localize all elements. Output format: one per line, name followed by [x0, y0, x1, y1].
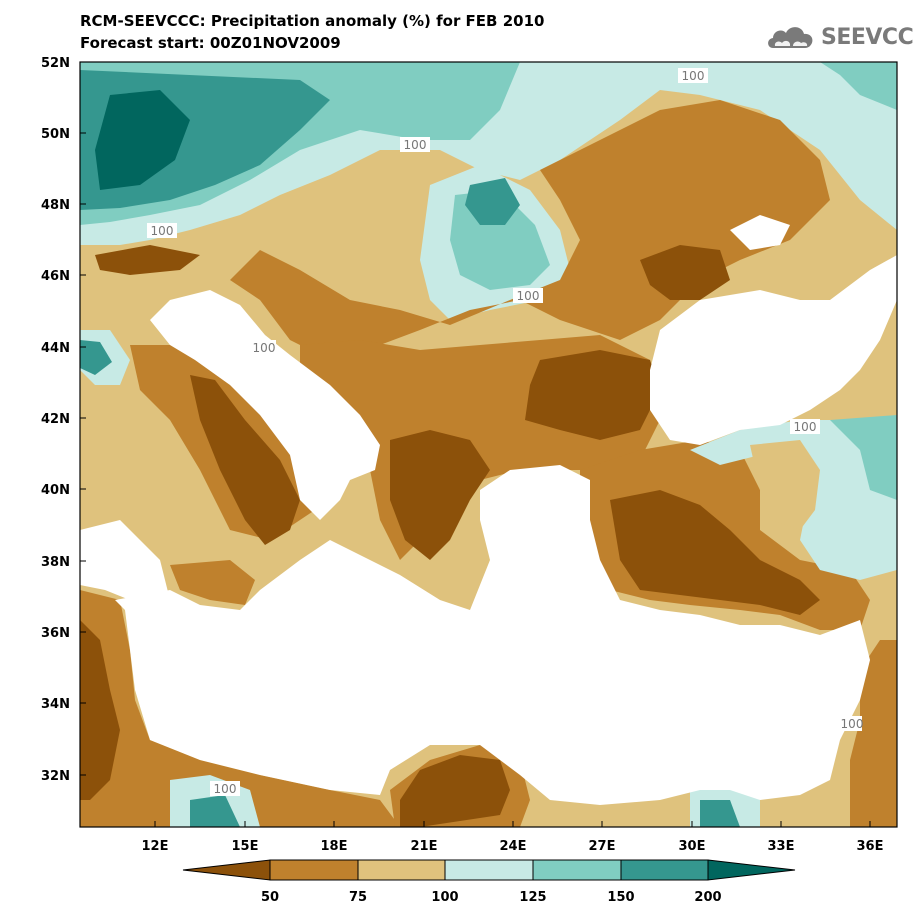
lat-label: 38N [41, 555, 70, 570]
colorbar-125-150 [532, 859, 622, 881]
logo-text: SEEVCCC [821, 24, 913, 50]
lat-label: 44N [41, 341, 70, 356]
region-balkan-verydry [525, 350, 660, 440]
lon-label: 30E [679, 839, 706, 854]
region-ukraine-verydry [640, 245, 730, 300]
contour-label: 100 [841, 717, 864, 731]
map-title: RCM-SEEVCCC: Precipitation anomaly (%) f… [80, 12, 545, 30]
lon-label: 15E [232, 839, 259, 854]
region-egypt-wet-2 [700, 800, 740, 827]
contour-label: 100 [682, 69, 705, 83]
region-tunisia-wet-2 [190, 795, 240, 827]
region-ne-turkey-dry [750, 440, 820, 530]
colorbar-label: 50 [261, 890, 279, 905]
lon-label: 21E [411, 839, 438, 854]
contour-label: 100 [794, 420, 817, 434]
colorbar-above-200 [707, 859, 796, 881]
colorbar-100-125 [444, 859, 534, 881]
cloud-icon [768, 27, 813, 48]
lon-label: 24E [500, 839, 527, 854]
lat-label: 40N [41, 483, 70, 498]
region-libya-verydry [80, 620, 120, 800]
region-north-wet-4 [95, 90, 190, 190]
lat-label: 50N [41, 127, 70, 142]
colorbar: 50 75 100 125 150 200 [182, 859, 796, 905]
colorbar-label: 150 [607, 890, 634, 905]
lat-label: 42N [41, 412, 70, 427]
region-croatia-verydry [95, 245, 200, 275]
region-libya-dry [80, 590, 400, 827]
sea-of-azov [730, 215, 790, 250]
lon-label: 12E [142, 839, 169, 854]
colorbar-label: 100 [431, 890, 458, 905]
colorbar-label: 200 [694, 890, 721, 905]
latitude-axis: 52N 50N 48N 46N 44N 42N 40N 38N 36N 34N … [41, 56, 86, 784]
colorbar-below-50 [182, 859, 271, 881]
forecast-start-label: Forecast start: 00Z01NOV2009 [80, 34, 341, 52]
contour-labels: 100 100 100 100 100 100 100 100 [147, 68, 863, 796]
lat-label: 48N [41, 198, 70, 213]
colorbar-150-200 [620, 859, 709, 881]
seevccc-logo: SEEVCCC [765, 22, 913, 52]
lat-label: 32N [41, 769, 70, 784]
colorbar-label: 75 [349, 890, 367, 905]
region-ne-turkey-wet [830, 415, 897, 500]
colorbar-75-100 [357, 859, 446, 881]
region-corsica-wet-2 [80, 340, 112, 375]
lat-label: 46N [41, 269, 70, 284]
region-egypt-verydry [400, 755, 510, 827]
map-frame [79, 61, 898, 828]
contour-label: 100 [404, 138, 427, 152]
lat-label: 34N [41, 697, 70, 712]
region-ne-wet [820, 62, 897, 110]
map-field [80, 62, 897, 827]
black-sea [650, 255, 897, 445]
longitude-axis: 12E 15E 18E 21E 24E 27E 30E 33E 36E [142, 821, 884, 854]
region-sicily-dry [170, 560, 255, 605]
mediterranean-sea [80, 290, 870, 805]
colorbar-50-75 [269, 859, 359, 881]
contour-label: 100 [151, 224, 174, 238]
region-black-sea-coast-wet [690, 420, 897, 580]
contour-label: 100 [253, 341, 276, 355]
lon-label: 18E [321, 839, 348, 854]
lon-label: 33E [768, 839, 795, 854]
contour-label: 100 [214, 782, 237, 796]
lat-label: 36N [41, 626, 70, 641]
lon-label: 36E [857, 839, 884, 854]
lon-label: 27E [589, 839, 616, 854]
region-italy-verydry [190, 375, 300, 545]
lat-label: 52N [41, 56, 70, 71]
contour-label: 100 [517, 289, 540, 303]
colorbar-label: 125 [519, 890, 546, 905]
region-carpathian-wet-3 [465, 178, 520, 225]
region-anatolia-verydry [610, 490, 820, 615]
region-greece-verydry [390, 430, 490, 560]
